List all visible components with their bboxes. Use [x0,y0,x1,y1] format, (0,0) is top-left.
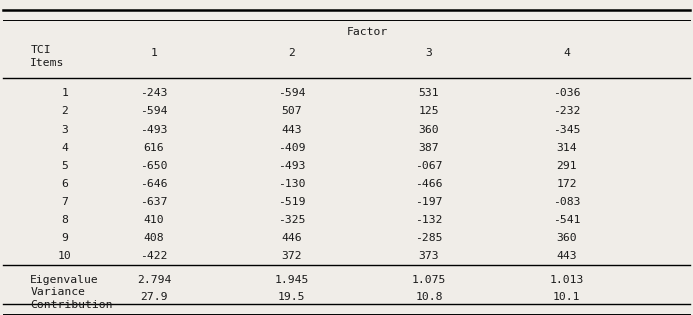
Text: 10.1: 10.1 [553,292,580,302]
Text: 1: 1 [150,49,157,59]
Text: 360: 360 [419,124,439,135]
Text: -646: -646 [140,179,168,189]
Text: 507: 507 [281,106,302,117]
Text: -243: -243 [140,89,168,98]
Text: -232: -232 [553,106,580,117]
Text: -466: -466 [415,179,443,189]
Text: Factor: Factor [346,27,388,37]
Text: 1.945: 1.945 [274,275,308,285]
Text: TCI
Items: TCI Items [30,45,64,68]
Text: -493: -493 [278,161,305,171]
Text: -650: -650 [140,161,168,171]
Text: -594: -594 [140,106,168,117]
Text: 2: 2 [61,106,68,117]
Text: 443: 443 [556,251,577,261]
Text: 27.9: 27.9 [140,292,168,302]
Text: 9: 9 [61,233,68,243]
Text: 1.075: 1.075 [412,275,446,285]
Text: 360: 360 [556,233,577,243]
Text: 2: 2 [288,49,295,59]
Text: -345: -345 [553,124,580,135]
Text: 5: 5 [61,161,68,171]
Text: 1: 1 [61,89,68,98]
Text: 373: 373 [419,251,439,261]
Text: 2.794: 2.794 [137,275,171,285]
Text: -067: -067 [415,161,443,171]
Text: 10: 10 [58,251,71,261]
Text: -325: -325 [278,215,305,225]
Text: 408: 408 [143,233,164,243]
Text: 446: 446 [281,233,302,243]
Text: -130: -130 [278,179,305,189]
Text: Eigenvalue: Eigenvalue [30,275,99,285]
Text: 3: 3 [61,124,68,135]
Text: -519: -519 [278,197,305,207]
Text: 8: 8 [61,215,68,225]
Text: -409: -409 [278,143,305,152]
Text: 387: 387 [419,143,439,152]
Text: 172: 172 [556,179,577,189]
Text: -594: -594 [278,89,305,98]
Text: 1.013: 1.013 [550,275,584,285]
Text: -637: -637 [140,197,168,207]
Text: 10.8: 10.8 [415,292,443,302]
Text: 6: 6 [61,179,68,189]
Text: -197: -197 [415,197,443,207]
Text: 4: 4 [61,143,68,152]
Text: -422: -422 [140,251,168,261]
Text: -541: -541 [553,215,580,225]
Text: 3: 3 [426,49,432,59]
Text: -285: -285 [415,233,443,243]
Text: 125: 125 [419,106,439,117]
Text: 19.5: 19.5 [278,292,305,302]
Text: -083: -083 [553,197,580,207]
Text: 443: 443 [281,124,302,135]
Text: 291: 291 [556,161,577,171]
Text: 531: 531 [419,89,439,98]
Text: 4: 4 [563,49,570,59]
Text: 616: 616 [143,143,164,152]
Text: -493: -493 [140,124,168,135]
Text: 372: 372 [281,251,302,261]
Text: 7: 7 [61,197,68,207]
Text: -132: -132 [415,215,443,225]
Text: 410: 410 [143,215,164,225]
Text: -036: -036 [553,89,580,98]
Text: Variance
Contribution: Variance Contribution [30,287,113,310]
Text: 314: 314 [556,143,577,152]
